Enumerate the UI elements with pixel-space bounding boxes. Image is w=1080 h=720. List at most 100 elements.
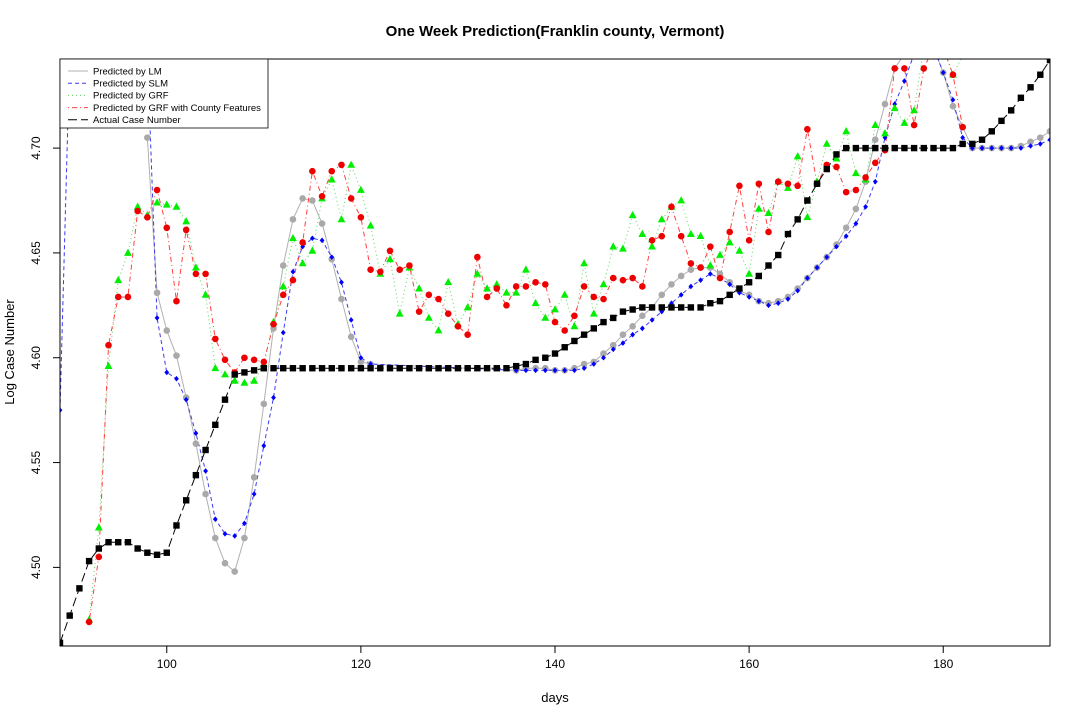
- data-point: [561, 344, 568, 351]
- data-point: [649, 317, 655, 323]
- data-point: [193, 430, 199, 437]
- data-point: [822, 139, 831, 147]
- data-point: [921, 45, 926, 51]
- y-tick-label: 4.70: [29, 136, 43, 160]
- data-point: [813, 180, 821, 187]
- data-point: [396, 365, 403, 372]
- data-point: [561, 327, 569, 334]
- data-point: [493, 285, 501, 292]
- data-point: [725, 238, 734, 246]
- data-point: [376, 268, 384, 276]
- data-point: [182, 497, 190, 504]
- data-point: [221, 356, 229, 364]
- data-point: [697, 304, 704, 311]
- data-point: [901, 65, 908, 72]
- data-point: [541, 281, 549, 288]
- data-point: [250, 376, 259, 384]
- data-point: [668, 304, 675, 311]
- data-point: [531, 298, 540, 307]
- data-point: [415, 308, 423, 315]
- data-point: [824, 254, 830, 260]
- data-point: [872, 178, 878, 185]
- data-point: [512, 283, 520, 290]
- data-point: [318, 193, 326, 200]
- data-point: [590, 325, 598, 332]
- series-line: [60, 59, 1050, 537]
- data-point: [386, 365, 394, 372]
- data-point: [881, 144, 889, 152]
- data-point: [726, 291, 733, 299]
- data-point: [949, 102, 957, 110]
- data-point: [872, 144, 879, 152]
- data-point: [688, 283, 694, 290]
- data-point: [911, 44, 918, 51]
- data-point: [240, 378, 249, 386]
- data-point: [221, 370, 229, 378]
- data-point: [949, 71, 957, 79]
- data-point: [755, 180, 763, 188]
- data-point: [279, 262, 287, 269]
- data-point: [271, 394, 276, 401]
- data-point: [619, 308, 627, 315]
- data-point: [901, 144, 908, 152]
- data-point: [280, 329, 286, 336]
- data-point: [347, 333, 355, 341]
- data-point: [851, 168, 860, 177]
- data-point: [454, 322, 462, 330]
- data-point: [445, 365, 452, 372]
- data-point: [639, 312, 646, 320]
- data-point: [610, 314, 617, 322]
- data-point: [999, 145, 1004, 151]
- data-point: [289, 216, 297, 223]
- data-point: [1047, 136, 1050, 143]
- data-point: [842, 144, 850, 152]
- data-point: [338, 365, 345, 372]
- data-point: [250, 473, 258, 481]
- data-point: [67, 51, 72, 57]
- data-point: [1008, 145, 1014, 151]
- data-point: [163, 327, 171, 334]
- data-point: [329, 254, 335, 260]
- data-point: [794, 182, 801, 190]
- legend-label: Predicted by GRF: [93, 91, 169, 102]
- series-2-points: [85, 43, 957, 623]
- data-point: [629, 274, 636, 282]
- series-1-line: [60, 59, 1050, 537]
- data-point: [318, 365, 326, 372]
- data-point: [483, 365, 491, 372]
- data-point: [735, 246, 744, 254]
- series-line: [88, 59, 964, 622]
- data-point: [950, 97, 956, 103]
- data-point: [677, 196, 686, 204]
- data-point: [686, 229, 695, 237]
- data-point: [299, 195, 306, 202]
- data-point: [144, 134, 151, 141]
- data-point: [658, 291, 666, 299]
- data-point: [347, 365, 355, 372]
- data-point: [492, 280, 501, 288]
- data-point: [1017, 94, 1025, 101]
- data-point: [609, 341, 617, 349]
- data-point: [920, 43, 928, 50]
- data-point: [833, 151, 840, 158]
- data-point: [279, 282, 288, 290]
- data-point: [687, 260, 695, 267]
- data-point: [795, 287, 801, 294]
- data-point: [988, 128, 995, 135]
- data-point: [415, 284, 424, 292]
- data-point: [658, 232, 666, 240]
- data-point: [648, 237, 656, 244]
- data-point: [842, 188, 850, 196]
- data-point: [707, 300, 714, 307]
- data-point: [871, 136, 879, 144]
- data-point: [356, 185, 365, 193]
- data-point: [630, 331, 636, 338]
- data-point: [202, 270, 209, 278]
- data-point: [930, 44, 937, 51]
- data-point: [754, 204, 763, 212]
- data-point: [706, 261, 715, 269]
- data-point: [677, 232, 685, 240]
- data-point: [241, 534, 248, 542]
- data-point: [930, 144, 937, 152]
- legend-label: Predicted by GRF with County Features: [93, 103, 261, 114]
